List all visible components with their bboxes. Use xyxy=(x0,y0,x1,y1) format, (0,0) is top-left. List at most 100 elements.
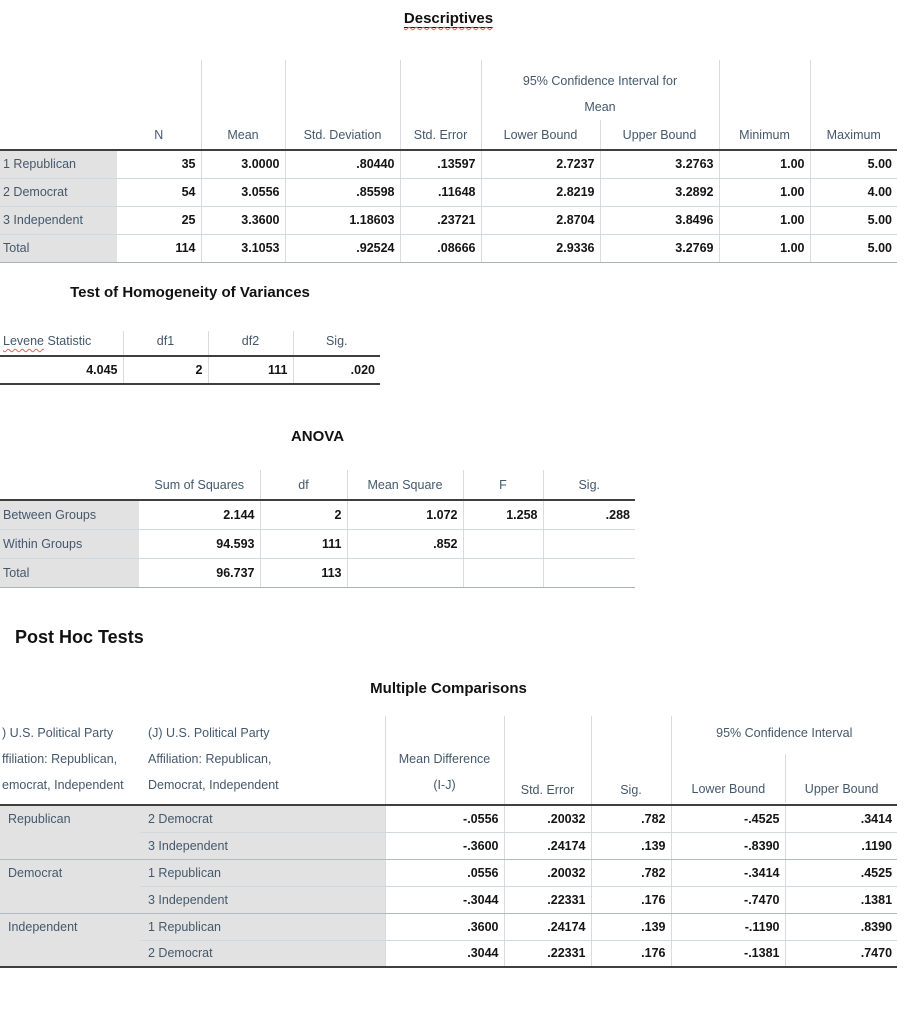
value-cell: 4.045 xyxy=(0,356,123,385)
value-cell: 111 xyxy=(259,529,347,559)
value-cell: 1.258 xyxy=(462,500,543,530)
factor-j-header-line1: (J) U.S. Political Party xyxy=(148,726,270,740)
statistic-word: Statistic xyxy=(44,334,92,348)
table-row: 2 Democrat 54 3.0556 .85598 .11648 2.821… xyxy=(0,178,898,207)
comparison-label-cell: 1 Republican xyxy=(140,859,385,887)
row-label-cell: 3 Independent xyxy=(0,206,117,235)
column-header-cell: df2 xyxy=(207,331,293,357)
row-label-cell: Between Groups xyxy=(0,500,139,530)
value-cell: .20032 xyxy=(503,859,591,887)
value-cell: -.3044 xyxy=(384,886,504,914)
value-cell: .0556 xyxy=(384,859,504,887)
value-cell: 2.144 xyxy=(139,500,260,530)
ci-span-line1: 95% Confidence Interval for xyxy=(522,74,678,88)
value-cell: .92524 xyxy=(284,234,400,263)
value-cell: .4525 xyxy=(784,859,898,887)
value-cell xyxy=(462,529,543,559)
anova-title: ANOVA xyxy=(290,428,345,445)
anova-header-row: Sum of Squares df Mean Square F Sig. xyxy=(0,470,635,501)
column-header-cell: Sig. xyxy=(542,470,635,501)
value-cell: .1190 xyxy=(784,832,898,860)
factor-i-header-line1: ) U.S. Political Party xyxy=(2,726,114,740)
value-cell xyxy=(542,529,635,559)
ci-span-header: 95% Confidence Interval for Mean xyxy=(480,60,720,120)
value-cell: .24174 xyxy=(503,913,591,941)
value-cell: .1381 xyxy=(784,886,898,914)
value-cell: 3.2892 xyxy=(599,178,720,207)
lower-bound-header: Lower Bound xyxy=(691,782,766,796)
mean-difference-header-line1: Mean Difference xyxy=(398,752,491,766)
table-row: 2 Democrat .3044 .22331 .176 -.1381 .747… xyxy=(0,940,898,968)
column-header-cell: F xyxy=(462,470,543,501)
value-cell: .020 xyxy=(292,356,380,385)
value-cell: -.3414 xyxy=(670,859,785,887)
value-cell: 114 xyxy=(117,234,201,263)
column-header-cell: Mean xyxy=(200,120,285,151)
factor-i-header-line3: emocrat, Independent xyxy=(2,778,124,792)
comparison-label-cell: 3 Independent xyxy=(140,886,385,914)
value-cell: 25 xyxy=(117,206,201,235)
ci-span-line2: Mean xyxy=(584,100,616,114)
descriptives-ci-header-row: 95% Confidence Interval for Mean xyxy=(0,60,898,120)
value-cell: -.8390 xyxy=(670,832,785,860)
value-cell: 1.00 xyxy=(718,234,811,263)
value-cell: 1.18603 xyxy=(284,206,400,235)
value-cell: 5.00 xyxy=(809,150,898,179)
spacer-cell xyxy=(117,60,201,120)
table-row: 1 Republican 35 3.0000 .80440 .13597 2.7… xyxy=(0,150,898,179)
upper-bound-header: Upper Bound xyxy=(785,754,897,803)
row-label-cell: Within Groups xyxy=(0,529,139,559)
factor-i-header-line2: ffiliation: Republican, xyxy=(2,752,118,766)
homogeneity-table: Levene Statistic df1 df2 Sig. 4.045 2 11… xyxy=(0,331,380,385)
table-row: Within Groups 94.593 111 .852 xyxy=(0,529,635,559)
spacer-cell xyxy=(809,60,898,120)
value-cell: .782 xyxy=(590,859,671,887)
row-label-cell: Total xyxy=(0,558,139,588)
factor-j-header-line2: Affiliation: Republican, xyxy=(148,752,272,766)
factor-i-header-cell: ) U.S. Political Party ffiliation: Repub… xyxy=(0,716,140,806)
column-header-cell: Sig. xyxy=(292,331,380,357)
factor-j-header-line3: Democrat, Independent xyxy=(148,778,279,792)
column-header-cell: Upper Bound xyxy=(599,120,720,151)
column-header-cell: Lower Bound xyxy=(480,120,600,151)
column-header-cell: Mean Square xyxy=(346,470,463,501)
comparison-label-cell: 2 Democrat xyxy=(140,805,385,833)
value-cell: 3.2763 xyxy=(599,150,720,179)
value-cell: .139 xyxy=(590,832,671,860)
descriptives-table: 95% Confidence Interval for Mean N Mean … xyxy=(0,60,898,263)
homogeneity-title: Test of Homogeneity of Variances xyxy=(70,284,310,301)
comparison-label-cell: 1 Republican xyxy=(140,913,385,941)
table-row: Total 114 3.1053 .92524 .08666 2.9336 3.… xyxy=(0,234,898,263)
spacer-cell xyxy=(284,60,400,120)
mc-header-row: ) U.S. Political Party ffiliation: Repub… xyxy=(0,716,898,806)
value-cell: 3.8496 xyxy=(599,206,720,235)
descriptives-column-header-row: N Mean Std. Deviation Std. Error Lower B… xyxy=(0,120,898,151)
value-cell: .85598 xyxy=(284,178,400,207)
value-cell: 54 xyxy=(117,178,201,207)
value-cell: 1.00 xyxy=(718,150,811,179)
table-row: 3 Independent -.3600 .24174 .139 -.8390 … xyxy=(0,832,898,860)
value-cell: 35 xyxy=(117,150,201,179)
table-row: Republican 2 Democrat -.0556 .20032 .782… xyxy=(0,805,898,860)
value-cell: -.0556 xyxy=(384,805,504,833)
value-cell: 3.2769 xyxy=(599,234,720,263)
anova-table: Sum of Squares df Mean Square F Sig. Bet… xyxy=(0,470,635,588)
multiple-comparisons-title: Multiple Comparisons xyxy=(370,680,527,697)
levene-word: Levene xyxy=(3,334,45,348)
value-cell: .24174 xyxy=(503,832,591,860)
value-cell: 111 xyxy=(207,356,293,385)
spacer-cell xyxy=(200,60,285,120)
descriptives-title-text: Descriptives xyxy=(403,10,494,27)
value-cell: .3600 xyxy=(384,913,504,941)
row-label-cell: 2 Democrat xyxy=(0,178,117,207)
value-cell: .3414 xyxy=(784,805,898,833)
value-cell: 1.00 xyxy=(718,206,811,235)
value-cell: .22331 xyxy=(503,940,591,968)
table-row: Independent 1 Republican .3600 .24174 .1… xyxy=(0,913,898,968)
value-cell: 2.8219 xyxy=(480,178,600,207)
value-cell: 3.0000 xyxy=(200,150,285,179)
ci-group-title: 95% Confidence Interval xyxy=(716,726,853,740)
column-header-cell: df1 xyxy=(122,331,208,357)
group-label-cell: Democrat xyxy=(0,859,140,914)
